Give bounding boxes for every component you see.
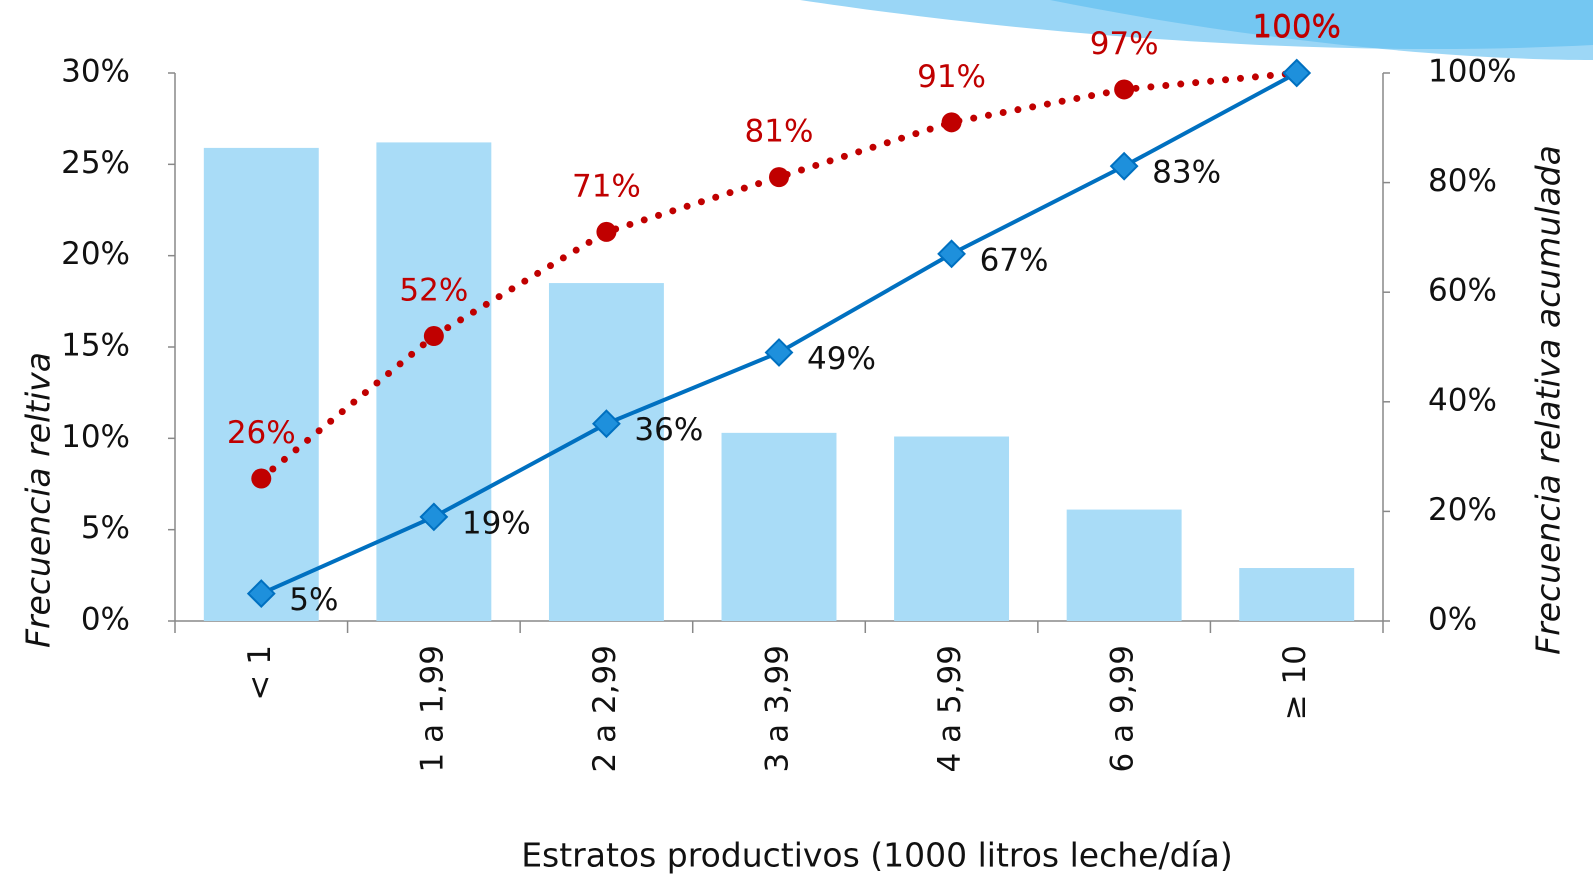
x-tick-label: ≥ 10	[1277, 645, 1313, 720]
value-label: 52%	[399, 273, 468, 309]
y2-tick-label: 60%	[1428, 273, 1497, 309]
y2-tick-label: 20%	[1428, 492, 1497, 528]
value-label: 100%	[1252, 9, 1341, 45]
bar	[1239, 568, 1355, 621]
value-label: 5%	[289, 582, 338, 618]
marker	[764, 338, 794, 367]
value-label: 19%	[462, 505, 531, 541]
y-tick-label: 30%	[61, 54, 130, 90]
decoration	[1050, 0, 1593, 60]
y-tick-label: 15%	[61, 328, 130, 364]
bar	[1066, 509, 1182, 621]
y-tick-label: 10%	[61, 419, 130, 455]
bar	[894, 436, 1010, 621]
x-tick-label: 6 a 9,99	[1105, 645, 1141, 772]
bar	[721, 432, 837, 621]
marker	[596, 221, 617, 242]
marker	[1114, 79, 1135, 100]
value-label: 83%	[1152, 155, 1221, 191]
marker	[419, 502, 449, 532]
bar	[376, 142, 492, 621]
y2-tick-label: 40%	[1428, 382, 1497, 418]
y-tick-label: 0%	[81, 602, 130, 638]
marker	[1109, 151, 1139, 181]
marker	[769, 167, 789, 188]
value-label: 81%	[745, 114, 814, 150]
y2-tick-label: 0%	[1428, 602, 1477, 638]
y-tick-label: 25%	[61, 145, 130, 181]
x-tick-label: 1 a 1,99	[414, 645, 450, 772]
value-label: 36%	[634, 412, 703, 448]
x-tick-label: 4 a 5,99	[932, 645, 968, 772]
x-tick-label: < 1	[242, 645, 278, 701]
marker	[592, 409, 621, 439]
y-axis-title: Frecuencia reltiva	[19, 352, 58, 648]
value-label: 67%	[980, 242, 1049, 278]
marker	[937, 239, 966, 269]
marker	[941, 112, 962, 133]
marker	[1282, 58, 1312, 88]
value-label: 26%	[227, 415, 296, 451]
value-label: 91%	[917, 59, 986, 95]
y-tick-label: 20%	[61, 236, 130, 272]
y2-tick-label: 100%	[1428, 54, 1517, 90]
value-label: 49%	[807, 341, 876, 377]
bar	[203, 147, 319, 622]
y2-axis-title: Frecuencia relativa acumulada	[1529, 145, 1568, 655]
x-axis-title: Estratos productivos (1000 litros leche/…	[521, 836, 1233, 875]
x-tick-label: 3 a 3,99	[760, 645, 796, 772]
value-label: 71%	[572, 168, 641, 204]
x-tick-label: 2 a 2,99	[587, 645, 623, 772]
marker	[251, 468, 272, 489]
value-label: 100%	[1252, 10, 1341, 46]
marker	[246, 579, 276, 609]
y2-tick-label: 80%	[1428, 163, 1497, 199]
value-label: 97%	[1090, 26, 1159, 62]
bar	[548, 283, 664, 621]
marker	[423, 326, 444, 347]
y-tick-label: 5%	[81, 510, 130, 546]
